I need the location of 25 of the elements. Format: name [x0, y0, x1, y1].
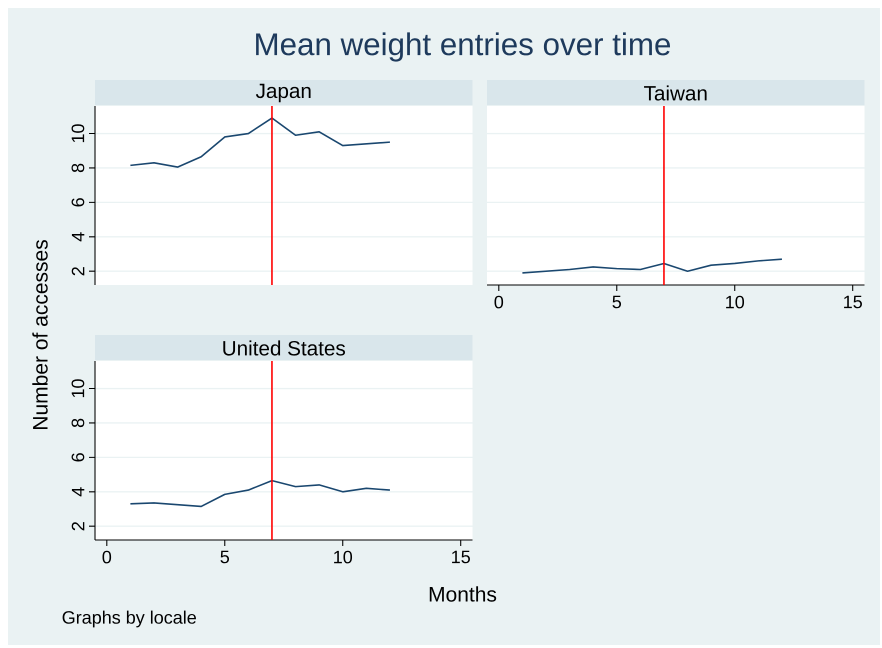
x-tick-label: 5: [220, 550, 230, 564]
y-tick-label: 4: [72, 232, 84, 242]
y-tick-label: 2: [72, 267, 84, 276]
y-tick-label: 8: [72, 418, 84, 428]
chart-title: Mean weight entries over time: [256, 32, 670, 62]
y-tick-label: 2: [72, 522, 84, 530]
x-tick-label: 15: [844, 296, 862, 308]
x-axis-title: Months: [430, 586, 496, 602]
y-tick-label: 6: [72, 453, 84, 462]
y-tick-label: 4: [72, 487, 84, 496]
y-tick-label: 10: [72, 379, 84, 398]
text: Graphs by locale: [62, 610, 196, 628]
chart-subtitle: United States: [223, 340, 345, 356]
x-tick-label: 10: [726, 296, 744, 308]
y-tick-label: 10: [72, 124, 84, 142]
x-tick-label: 15: [452, 550, 470, 564]
chart-subtitle: Taiwan: [644, 85, 707, 101]
x-tick-label: 10: [334, 550, 352, 564]
y-axis-title: Number of accesses: [32, 240, 48, 429]
x-tick-label: 0: [102, 550, 112, 564]
x-tick-label: 0: [494, 296, 504, 308]
y-tick-label: 8: [72, 164, 84, 172]
chart-subtitle: Japan: [256, 84, 311, 102]
y-tick-label: 6: [72, 198, 84, 206]
x-tick-label: 5: [612, 296, 622, 308]
